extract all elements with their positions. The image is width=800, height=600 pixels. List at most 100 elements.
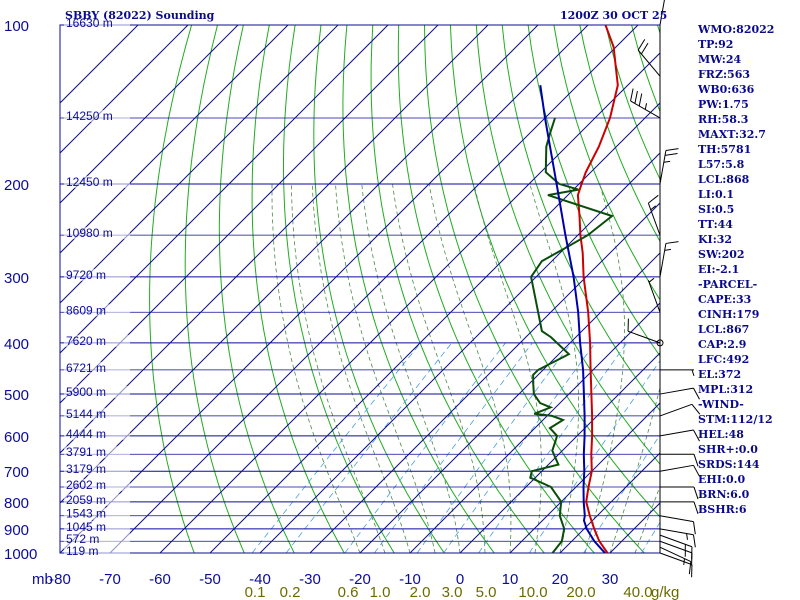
isotherm (60, 25, 489, 454)
isotherm (509, 402, 660, 553)
index-item: RH:58.3 (698, 113, 749, 126)
wind-barb-full (634, 90, 638, 104)
mixing-ratio-line (251, 342, 421, 553)
height-label-bg (64, 227, 130, 240)
wind-barb-staff (627, 330, 661, 344)
mixing-ratio-label: 3.0 (442, 584, 463, 600)
isotherm (409, 302, 660, 553)
isotherm (259, 152, 660, 553)
mixing-ratio-label: 2.0 (410, 584, 431, 600)
height-label: 2602 m (66, 478, 106, 492)
height-label: 3179 m (66, 462, 106, 476)
index-item: MPL:312 (698, 383, 754, 396)
wind-barb-staff (659, 540, 693, 554)
isotherm (60, 25, 289, 254)
isotherm (459, 352, 660, 553)
height-label-bg (64, 463, 130, 476)
wind-barb-half (686, 533, 689, 540)
mixing-ratio-label: 0.1 (245, 584, 266, 600)
temperature-tick-label: -80 (49, 571, 71, 588)
index-item: LI:0.1 (698, 188, 735, 201)
wind-barb-staff (659, 534, 693, 548)
height-label: 10980 m (66, 226, 113, 240)
pressure-tick-label: 400 (4, 336, 29, 353)
wind-barb-staff (659, 464, 694, 472)
wind-barb-full (692, 534, 696, 548)
height-label-bg (64, 507, 130, 520)
isotherm (159, 52, 660, 553)
moist-adiabat (428, 183, 512, 553)
wind-barb-full (688, 561, 692, 575)
temperature-tick-label: -20 (349, 571, 371, 588)
wind-barb-full (691, 403, 701, 415)
pressure-tick-label: 600 (4, 429, 29, 446)
height-label: 7620 m (66, 334, 106, 348)
height-label-bg (64, 427, 130, 440)
moist-adiabat (311, 183, 411, 553)
wind-barb-staff (659, 150, 667, 185)
chart-title: SBBY (82022) Sounding (65, 9, 215, 22)
height-label-bg (64, 520, 130, 533)
wind-barb-half (664, 248, 672, 251)
index-item: MW:24 (698, 53, 742, 66)
temperature-tick-label: -60 (149, 571, 171, 588)
moist-adiabat (361, 183, 461, 553)
calm-wind-marker (656, 339, 664, 347)
mixing-ratio-label: 40.0 (623, 584, 652, 600)
dry-adiabat (251, 25, 345, 553)
wind-barb-half (691, 369, 695, 377)
index-item: SW:202 (698, 248, 745, 261)
wind-barb-full (664, 153, 678, 156)
index-item: SRDS:144 (698, 458, 760, 471)
index-item: -PARCEL- (698, 278, 758, 291)
index-item: SHR+:0.0 (698, 443, 758, 456)
moist-adiabat (529, 183, 579, 553)
index-item: EL:372 (698, 368, 742, 381)
height-label: 5900 m (66, 385, 106, 399)
pressure-tick-label: 300 (4, 270, 29, 287)
dry-adiabat (149, 25, 195, 553)
mixing-ratio-label: 5.0 (476, 584, 497, 600)
height-label: 119 m (66, 544, 98, 558)
moist-adiabat (335, 183, 436, 553)
temperature-line (576, 25, 619, 553)
moist-adiabat (634, 485, 660, 553)
index-item: L57:5.8 (698, 158, 745, 171)
isotherm (309, 202, 660, 553)
wind-barb-staff (659, 546, 692, 563)
wind-barb-full (693, 387, 700, 400)
height-label-bg (64, 109, 130, 122)
height-label-bg (64, 361, 130, 374)
wind-barb-full (665, 148, 679, 151)
height-label: 5144 m (66, 407, 106, 421)
isotherms (60, 25, 660, 553)
wind-barb-full (665, 241, 679, 244)
wind-barb-staff (647, 280, 661, 313)
wind-barb-full (693, 465, 700, 477)
wind-barb-half (648, 277, 655, 283)
wind-barb-full (638, 93, 643, 107)
wind-barb-staff (647, 202, 661, 236)
index-item: TH:5781 (698, 143, 752, 156)
index-item: WMO:82022 (698, 23, 775, 36)
height-label-bg (64, 446, 130, 459)
index-item: CINH:179 (698, 308, 760, 321)
wind-barb-half (663, 160, 671, 163)
isotherm (109, 25, 639, 553)
temperature-tick-label: -10 (399, 571, 421, 588)
height-label-bg (64, 175, 130, 188)
wind-barb-full (693, 429, 700, 442)
temperature-tick-label: 0 (456, 571, 464, 588)
height-label-bg (64, 268, 130, 281)
wind-barb-full (648, 194, 659, 204)
height-label-bg (64, 479, 130, 492)
isotherm (60, 25, 439, 404)
isotherm (359, 252, 660, 553)
dry-adiabat (397, 25, 595, 553)
index-item: PW:1.75 (698, 98, 749, 111)
moist-adiabat (271, 183, 361, 553)
wind-barb-full (692, 521, 696, 535)
moist-adiabat (609, 386, 660, 553)
dry-adiabat (342, 25, 495, 553)
